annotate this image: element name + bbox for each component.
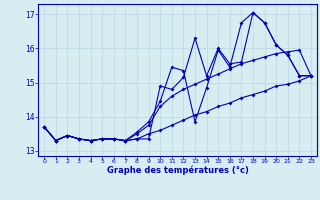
X-axis label: Graphe des températures (°c): Graphe des températures (°c) — [107, 166, 249, 175]
